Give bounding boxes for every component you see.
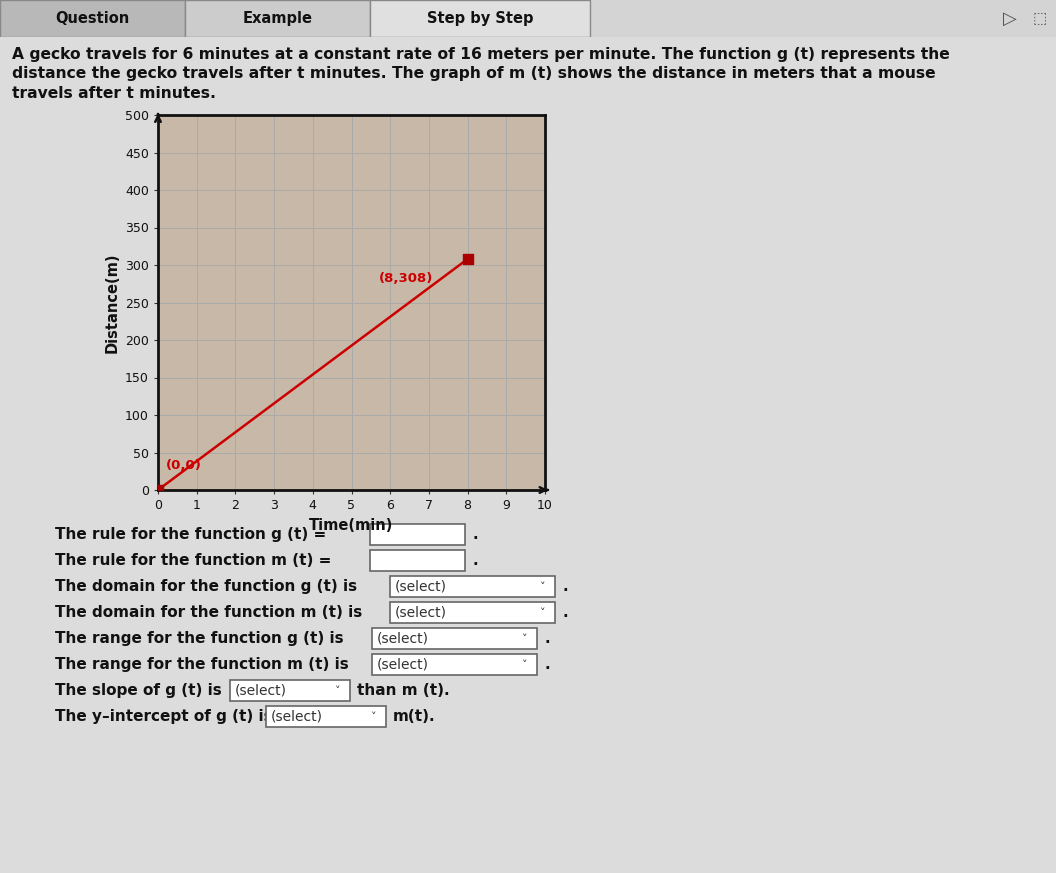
Text: The slope of g (t) is: The slope of g (t) is — [55, 684, 222, 698]
Text: ⬚: ⬚ — [1033, 10, 1048, 26]
Text: The range for the function m (t) is: The range for the function m (t) is — [55, 657, 348, 672]
Text: (select): (select) — [235, 684, 287, 698]
Text: ˅: ˅ — [522, 634, 528, 643]
Point — [150, 483, 167, 497]
Text: ˅: ˅ — [522, 660, 528, 670]
Text: .: . — [472, 553, 477, 568]
Bar — [266, 706, 386, 727]
Text: The rule for the function m (t) =: The rule for the function m (t) = — [55, 553, 332, 568]
Text: A gecko travels for 6 minutes at a constant rate of 16 meters per minute. The fu: A gecko travels for 6 minutes at a const… — [12, 46, 949, 101]
Text: ˅: ˅ — [541, 608, 546, 618]
Bar — [390, 576, 555, 597]
Text: The domain for the function m (t) is: The domain for the function m (t) is — [55, 605, 362, 620]
Text: Example: Example — [243, 10, 313, 26]
Bar — [185, 0, 370, 37]
Text: The domain for the function g (t) is: The domain for the function g (t) is — [55, 579, 357, 595]
Text: (select): (select) — [395, 580, 447, 594]
Point — [459, 252, 476, 266]
Text: .: . — [544, 631, 549, 646]
Bar — [390, 602, 555, 623]
Text: .: . — [472, 527, 477, 542]
Text: The range for the function g (t) is: The range for the function g (t) is — [55, 631, 343, 646]
Text: (select): (select) — [377, 657, 429, 671]
Text: ˅: ˅ — [541, 581, 546, 592]
Text: than m (t).: than m (t). — [357, 684, 450, 698]
X-axis label: Time(min): Time(min) — [309, 518, 394, 533]
Text: ˅: ˅ — [335, 685, 341, 696]
Text: .: . — [562, 605, 568, 620]
Text: ˅: ˅ — [372, 711, 377, 722]
Text: m(t).: m(t). — [393, 709, 436, 725]
Bar — [230, 680, 350, 701]
Bar — [370, 550, 465, 571]
Bar — [370, 524, 465, 545]
Bar — [370, 0, 590, 37]
Bar — [372, 654, 538, 675]
Bar — [372, 629, 538, 650]
Text: .: . — [544, 657, 549, 672]
Text: Question: Question — [55, 10, 130, 26]
Y-axis label: Distance(m): Distance(m) — [105, 252, 119, 353]
Text: (select): (select) — [377, 632, 429, 646]
Text: Step by Step: Step by Step — [427, 10, 533, 26]
Text: (8,308): (8,308) — [379, 272, 433, 285]
Text: ▷: ▷ — [1003, 10, 1017, 27]
Text: (select): (select) — [271, 710, 323, 724]
Text: (select): (select) — [395, 606, 447, 620]
Text: .: . — [562, 579, 568, 595]
Bar — [0, 0, 185, 37]
Text: The rule for the function g (t) =: The rule for the function g (t) = — [55, 527, 326, 542]
Text: The y–intercept of g (t) is: The y–intercept of g (t) is — [55, 709, 272, 725]
Text: (0,0): (0,0) — [166, 459, 202, 472]
